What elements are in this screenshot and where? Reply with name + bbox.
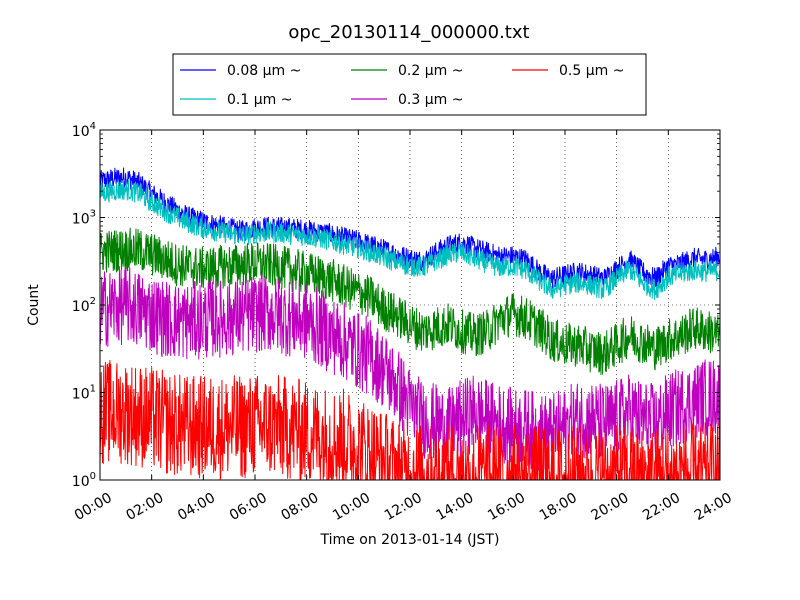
legend-label: 0.08 μm ~ xyxy=(227,63,301,79)
legend-label: 0.3 μm ~ xyxy=(398,92,463,108)
chart-title: opc_20130114_000000.txt xyxy=(288,22,529,43)
series-line-3 xyxy=(99,266,721,471)
y-axis-label: Count xyxy=(26,284,42,326)
series-line-1 xyxy=(99,180,721,301)
legend: 0.08 μm ~ 0.1 μm ~ 0.2 μm ~ 0.3 μm ~ 0.5 μm … xyxy=(172,53,647,116)
legend-box xyxy=(172,53,647,116)
x-axis-label: Time on 2013-01-14 (JST) xyxy=(320,532,500,548)
legend-label: 0.5 μm ~ xyxy=(559,63,624,79)
series-line-2 xyxy=(99,227,721,375)
legend-label: 0.2 μm ~ xyxy=(398,63,463,79)
legend-label: 0.1 μm ~ xyxy=(227,92,292,108)
